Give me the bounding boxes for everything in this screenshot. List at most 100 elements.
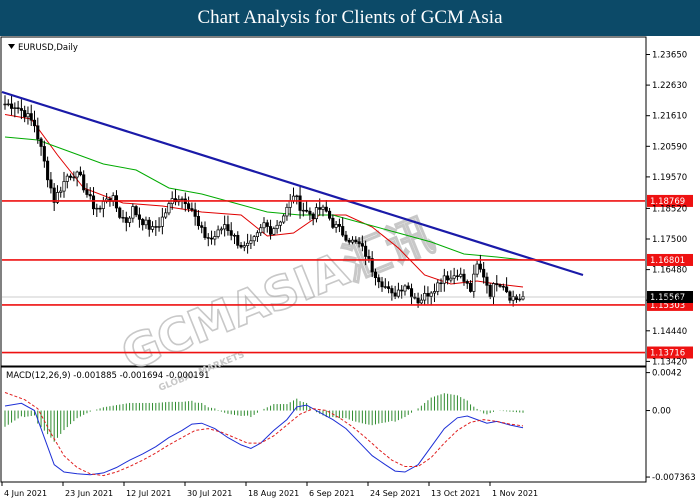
candle-body	[478, 263, 482, 270]
candle-body	[55, 192, 60, 203]
candle-body	[91, 195, 96, 210]
candle-body	[272, 228, 276, 235]
candle-body	[160, 216, 164, 227]
candle-body	[36, 125, 40, 140]
macd-label: MACD(12,26,9) -0.001885 -0.001694 -0.000…	[6, 371, 210, 381]
candle-body	[370, 258, 374, 273]
candle-body	[367, 256, 371, 259]
candle-body	[128, 217, 132, 223]
x-tick-label: 24 Sep 2021	[370, 489, 421, 498]
candle-body	[429, 292, 433, 297]
level-label-box	[647, 194, 693, 207]
candle-body	[491, 283, 496, 298]
level-label: 1.18769	[650, 197, 685, 207]
candle-body	[465, 281, 469, 284]
candle-body	[10, 103, 14, 109]
candle-body	[219, 228, 223, 231]
candle-body	[495, 283, 499, 286]
price-tick-label: 1.13420	[652, 357, 687, 367]
x-tick-label: 4 Jun 2021	[4, 489, 47, 498]
candle-body	[301, 209, 305, 212]
candle-body	[124, 217, 128, 223]
candle-body	[19, 108, 23, 111]
candle-body	[282, 215, 286, 223]
candle-body	[324, 206, 328, 212]
candle-body	[180, 198, 184, 201]
current-price-label: 1.15567	[650, 293, 685, 303]
candle-body	[350, 239, 355, 243]
symbol-dropdown-icon[interactable]	[8, 44, 15, 49]
downtrend-line	[1, 90, 584, 277]
candle-body	[59, 190, 63, 193]
candle-body	[95, 207, 99, 210]
candle-body	[485, 276, 489, 286]
candle-body	[501, 286, 505, 288]
price-tick-label: 1.16480	[652, 266, 687, 276]
candle-body	[255, 232, 259, 238]
candle-body	[187, 203, 191, 209]
candle-body	[137, 214, 141, 220]
candle-body	[82, 174, 86, 191]
candle-body	[446, 275, 450, 281]
macd-tick-label: 0.0042	[652, 369, 682, 379]
candle-body	[121, 217, 125, 219]
chart-title-banner: Chart Analysis for Clients of GCM Asia	[0, 0, 700, 36]
candle-body	[6, 103, 10, 106]
candle-body	[295, 195, 299, 198]
x-tick-label: 23 Jun 2021	[65, 489, 113, 498]
candle-body	[344, 234, 348, 241]
candle-body	[347, 239, 351, 243]
candle-body	[514, 296, 518, 300]
candle-body	[373, 271, 378, 279]
candle-body	[223, 224, 227, 230]
level-label: 1.13716	[650, 349, 685, 359]
candle-body	[114, 195, 119, 209]
candle-body	[209, 237, 214, 240]
moving-average-line	[4, 136, 524, 261]
candle-body	[488, 284, 492, 298]
candle-body	[308, 210, 312, 215]
candle-body	[462, 273, 466, 282]
candle-body	[141, 218, 145, 226]
candle-body	[72, 176, 76, 179]
candle-body	[259, 227, 263, 234]
candle-body	[236, 234, 240, 246]
candle-body	[157, 226, 161, 228]
candle-body	[252, 236, 256, 242]
candle-body	[262, 222, 266, 229]
candle-body	[85, 189, 89, 195]
candle-body	[232, 234, 237, 237]
candle-body	[452, 275, 456, 279]
candle-body	[314, 207, 319, 220]
candle-body	[239, 244, 243, 248]
candle-body	[26, 113, 30, 118]
candle-body	[328, 210, 332, 219]
macd-tick-label: 0.00	[652, 407, 671, 417]
x-tick-label: 30 Jul 2021	[187, 489, 232, 498]
candle-body	[354, 239, 358, 243]
price-tick-label: 1.17500	[652, 235, 687, 245]
candle-body	[164, 212, 168, 218]
candle-body	[403, 285, 407, 292]
candle-body	[144, 219, 148, 226]
candle-body	[409, 288, 414, 298]
candle-body	[321, 206, 325, 210]
candle-body	[475, 263, 479, 275]
candle-body	[482, 268, 486, 278]
candle-body	[377, 277, 381, 283]
candle-body	[147, 219, 151, 230]
candle-body	[511, 296, 515, 301]
candle-body	[206, 237, 210, 239]
candle-body	[193, 209, 197, 217]
candle-body	[23, 110, 27, 118]
candle-body	[521, 296, 525, 300]
candle-body	[167, 203, 171, 214]
candle-body	[334, 224, 338, 228]
candle-body	[419, 299, 423, 304]
candle-body	[46, 160, 50, 181]
candle-body	[275, 224, 279, 229]
candle-body	[131, 206, 135, 219]
candle-body	[341, 226, 345, 236]
candle-body	[364, 245, 368, 257]
